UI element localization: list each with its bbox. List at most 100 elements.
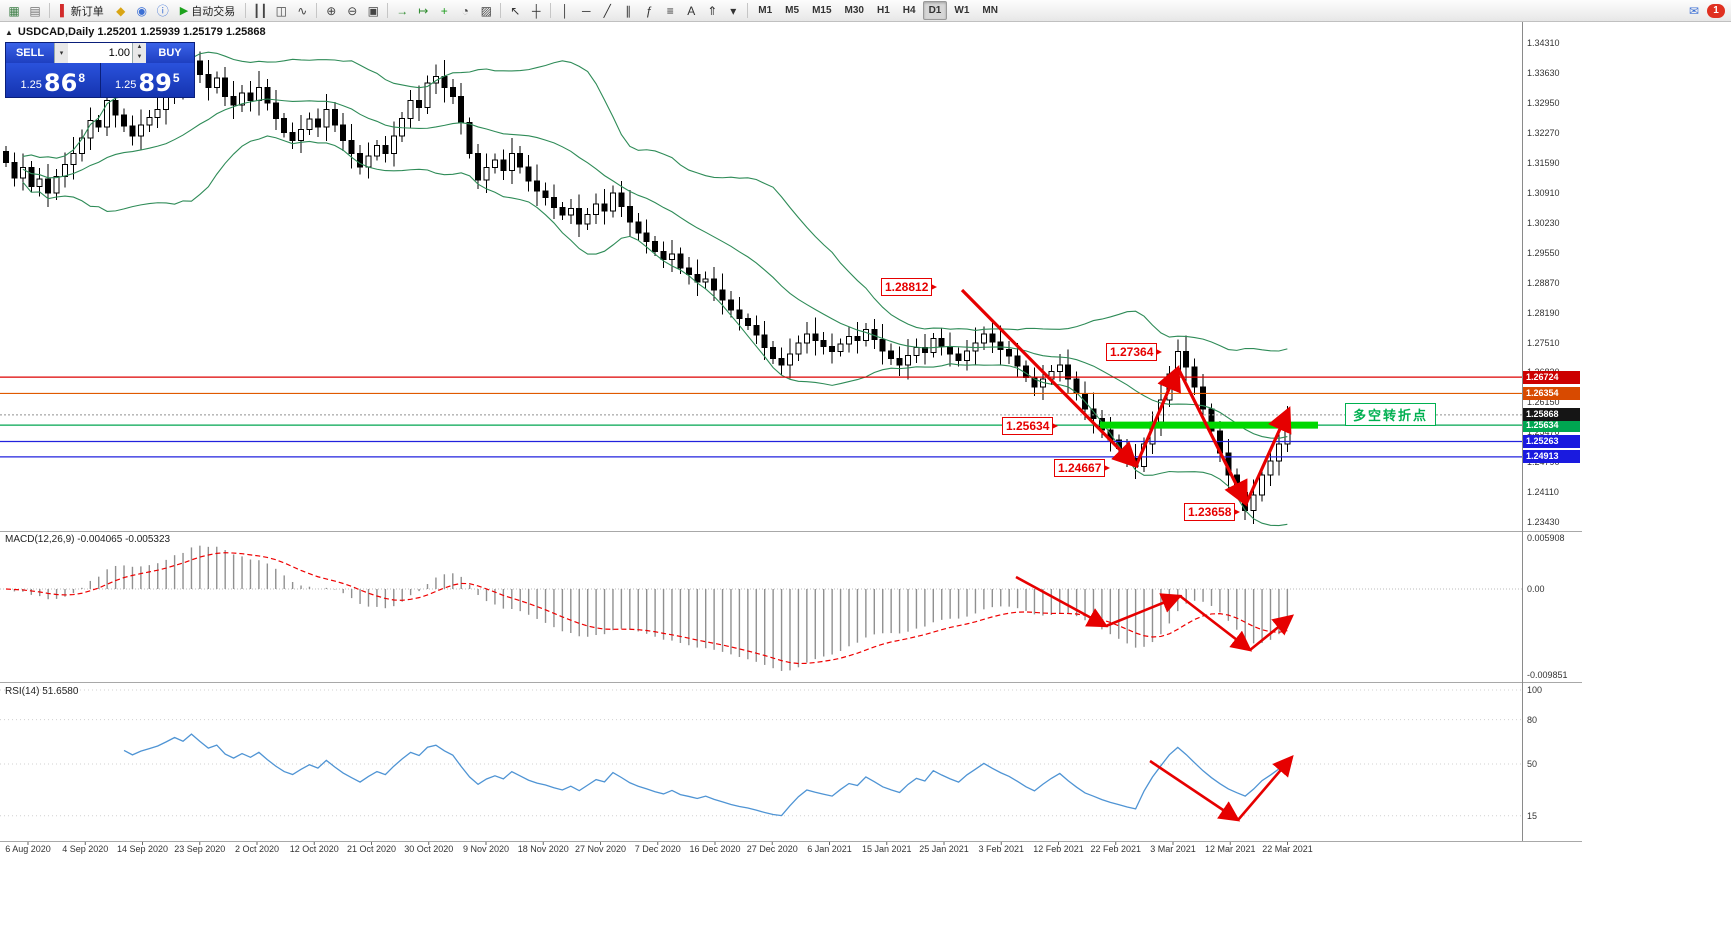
sell-button[interactable]: SELL [6,43,54,63]
chart-shift-button[interactable]: ↦ [413,1,433,21]
vertical-line-tool-button[interactable]: │ [555,1,575,21]
candle-body [677,253,684,269]
rsi-trend-arrow[interactable] [1237,755,1294,821]
rsi-panel-splitter[interactable] [0,682,1582,683]
bull-bear-turning-point-label[interactable]: 多空转折点 [1345,403,1437,426]
timeframe-h4-button[interactable]: H4 [902,5,916,16]
line-chart-mode-button[interactable]: ∿ [292,1,312,21]
price-axis-label: 1.25470 [1527,427,1560,438]
timeframe-h1-button[interactable]: H1 [876,5,890,16]
collapse-arrow-icon[interactable]: ▲ [5,27,13,37]
new-order-label: 新订单 [70,5,104,18]
bid-price-button[interactable]: 1.25 86 8 [6,63,100,97]
price-callout[interactable]: 1.25634 [1002,417,1059,435]
cursor-tool-button[interactable]: ↖ [505,1,525,21]
price-callout[interactable]: 1.27364 [1106,343,1163,361]
bollinger-middle-band[interactable] [22,98,1288,439]
indicators-list-button[interactable]: + [434,1,454,21]
macd-panel-splitter[interactable] [0,531,1582,532]
support-zone-bar[interactable] [1100,421,1318,429]
templates-menu-button[interactable]: ▨ [476,1,496,21]
tile-windows-button[interactable]: ▣ [363,1,383,21]
macd-signal-line [5,552,1288,665]
candle-body [846,335,852,345]
objects-dropdown-button[interactable]: ▾ [723,1,743,21]
price-callout[interactable]: 1.23658 [1184,503,1241,521]
macd-axis-label: 0.005908 [1527,532,1565,543]
fibonacci-tool-button[interactable]: ƒ [639,1,659,21]
profiles-button[interactable]: ▤ [25,1,45,21]
zoom-in-button[interactable]: ⊕ [321,1,341,21]
notifications-badge[interactable]: 1 [1707,3,1725,18]
market-watch-button[interactable]: ◉ [132,1,152,21]
periods-menu-button[interactable]: ◔ [455,1,475,21]
volume-decrease-icon[interactable]: ▼ [136,54,143,60]
new-order-button[interactable]: ▌ 新订单 [54,1,110,21]
equidistant-channel-tool-button[interactable]: ∥ [618,1,638,21]
macd-trend-arrow[interactable] [1179,594,1253,652]
volume-stepper[interactable]: ▲ ▼ [132,43,146,63]
macd-trend-arrow[interactable] [1015,575,1109,628]
trend-arrow[interactable] [1176,367,1248,507]
horizontal-line-tool-button[interactable]: ─ [576,1,596,21]
candle-body [913,346,920,356]
macd-trend-arrow[interactable] [1249,614,1295,652]
arrows-tool-button[interactable]: ⇑ [702,1,722,21]
candle-body [517,153,524,168]
candle-body [137,124,144,137]
candlestick-mode-button[interactable]: ◫ [271,1,291,21]
rsi-trend-arrow[interactable] [1149,759,1241,822]
rsi-label: RSI(14) 51.6580 [5,686,79,697]
timeframe-m15-button[interactable]: M15 [812,5,832,16]
metaeditor-button[interactable]: ◆ [111,1,131,21]
price-callout[interactable]: 1.28812 [881,278,938,296]
price-axis-label: 1.33630 [1527,67,1560,78]
volume-field [68,43,132,63]
text-tool-button[interactable]: A [681,1,701,21]
volume-increase-icon[interactable]: ▲ [136,44,143,50]
zoom-out-button[interactable]: ⊖ [342,1,362,21]
candle-body [753,324,760,336]
candle-body [112,100,119,116]
new-chart-button[interactable]: ▦ [4,1,24,21]
order-type-dropdown[interactable]: ▾ [54,43,68,63]
one-click-trading-panel: SELL ▾ ▲ ▼ BUY 1.25 86 8 1.25 [5,42,195,98]
community-mail-button[interactable]: ✉ [1684,1,1704,21]
macd-trend-arrow[interactable] [1105,593,1183,628]
autotrading-button[interactable]: ▶ 自动交易 [174,1,241,21]
candle-body [340,124,347,141]
timeframe-m1-button[interactable]: M1 [758,5,773,16]
bollinger-upper-band[interactable] [22,51,1288,352]
price-callout[interactable]: 1.24667 [1054,459,1111,477]
rsi-axis-label: 80 [1527,714,1538,725]
trend-arrow[interactable] [960,288,1139,469]
auto-scroll-button[interactable]: → [392,1,412,21]
candle-body [896,357,903,366]
candle-body [921,346,928,354]
timeframe-m30-button[interactable]: M30 [844,5,864,16]
bar-chart-mode-button[interactable]: ┃┃ [250,1,270,21]
trend-arrow[interactable] [1244,406,1292,505]
data-window-button[interactable]: ⓘ [153,1,173,21]
bollinger-lower-band[interactable] [22,135,1288,527]
data-window-icon: ⓘ [156,4,169,18]
candle-body [314,118,321,128]
crosshair-tool-icon: ┼ [532,3,541,18]
price-scale-border[interactable] [1522,22,1523,841]
candle-body [449,86,456,97]
crosshair-tool-button[interactable]: ┼ [526,1,546,21]
trend-arrow[interactable] [1134,365,1181,467]
shapes-tool-button[interactable]: ≡ [660,1,680,21]
candle-body [854,335,861,342]
timeframe-m5-button[interactable]: M5 [785,5,800,16]
volume-input[interactable] [68,46,132,60]
timeframe-mn-button[interactable]: MN [982,5,998,16]
ask-price-button[interactable]: 1.25 89 5 [99,63,195,97]
timeframe-d1-button[interactable]: D1 [922,1,948,20]
buy-button[interactable]: BUY [146,43,194,63]
periods-menu-icon: ◔ [461,3,469,18]
trendline-tool-button[interactable]: ╱ [597,1,617,21]
timeframe-w1-button[interactable]: W1 [954,5,970,16]
candle-body [213,77,220,88]
candle-body [542,190,549,199]
